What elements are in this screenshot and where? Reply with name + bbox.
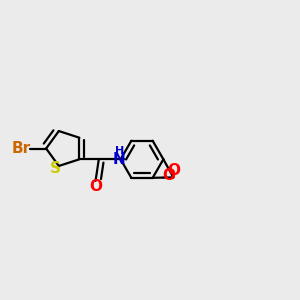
Text: N: N (113, 152, 126, 167)
Text: O: O (167, 163, 180, 178)
Text: Br: Br (12, 141, 31, 156)
Text: S: S (50, 161, 61, 176)
Text: O: O (162, 168, 175, 183)
Text: O: O (89, 179, 102, 194)
Text: H: H (115, 146, 124, 156)
